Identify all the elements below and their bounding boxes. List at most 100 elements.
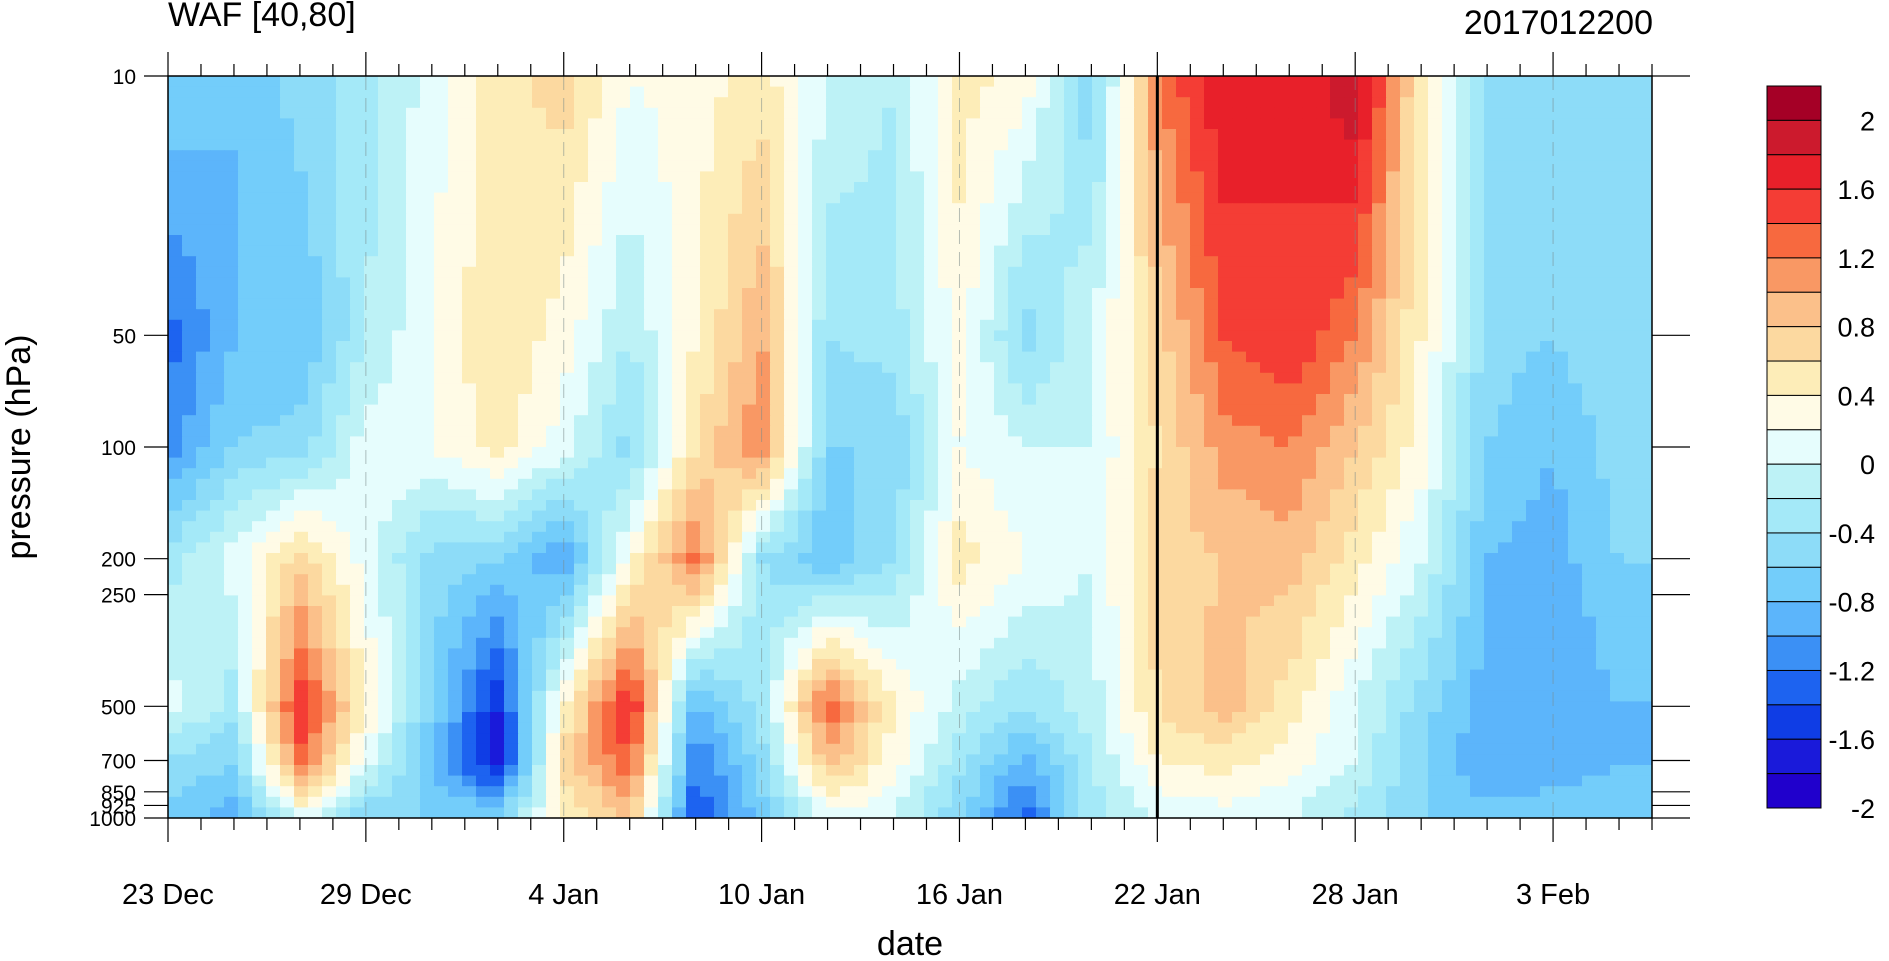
heat-cell (882, 351, 897, 363)
heat-cell (420, 383, 435, 395)
heat-cell (1456, 139, 1471, 151)
heat-cell (1582, 531, 1597, 543)
heat-cell (434, 118, 449, 130)
heat-cell (686, 510, 701, 522)
heat-cell (1624, 341, 1639, 353)
heat-cell (224, 341, 239, 353)
heat-cell (1246, 415, 1261, 427)
heat-cell (1456, 447, 1471, 459)
heat-cell (420, 553, 435, 565)
heat-cell (1526, 372, 1541, 384)
heat-cell (756, 150, 771, 162)
heat-cell (658, 266, 673, 278)
heat-cell (210, 478, 225, 490)
heat-cell (518, 118, 533, 130)
heat-cell (196, 171, 211, 183)
heat-cell (294, 553, 309, 565)
heat-cell (1358, 256, 1373, 268)
heat-cell (1176, 203, 1191, 215)
heat-cell (1008, 203, 1023, 215)
heat-cell (1372, 404, 1387, 416)
heat-cell (1568, 404, 1583, 416)
heat-cell (546, 500, 561, 512)
heat-cell (266, 224, 281, 236)
heat-cell (1134, 277, 1149, 289)
heat-cell (1008, 171, 1023, 183)
heat-cell (224, 76, 239, 88)
heat-cell (1120, 478, 1135, 490)
heat-cell (728, 213, 743, 225)
heat-cell (1498, 86, 1513, 98)
heat-cell (658, 436, 673, 448)
heat-cell (1638, 150, 1652, 162)
heat-cell (322, 139, 337, 151)
heat-cell (896, 203, 911, 215)
heat-cell (1386, 478, 1401, 490)
heat-cell (1092, 510, 1107, 522)
heat-cell (1330, 118, 1345, 130)
heat-cell (1582, 521, 1597, 533)
heat-cell (1400, 129, 1415, 141)
heat-cell (462, 563, 477, 575)
heat-cell (210, 192, 225, 204)
heat-cell (1554, 542, 1569, 554)
heat-cell (1638, 500, 1652, 512)
heat-cell (812, 160, 827, 172)
heat-cell (168, 319, 183, 331)
heat-cell (1134, 171, 1149, 183)
heat-cell (882, 76, 897, 88)
heat-cell (574, 118, 589, 130)
heat-cell (266, 383, 281, 395)
heat-cell (1470, 362, 1485, 374)
heat-cell (644, 266, 659, 278)
heat-cell (728, 468, 743, 480)
heat-cell (532, 256, 547, 268)
heat-cell (308, 298, 323, 310)
heat-cell (1106, 531, 1121, 543)
heat-cell (1078, 97, 1093, 109)
heat-cell (364, 256, 379, 268)
heat-cell (1050, 235, 1065, 247)
heat-cell (1596, 76, 1611, 88)
heat-cell (1428, 521, 1443, 533)
heat-cell (840, 277, 855, 289)
heat-cell (462, 235, 477, 247)
heat-cell (994, 542, 1009, 554)
heat-cell (1596, 330, 1611, 342)
heat-cell (1204, 341, 1219, 353)
heat-cell (322, 457, 337, 469)
heat-cell (1442, 521, 1457, 533)
heat-cell (1568, 171, 1583, 183)
heat-cell (1162, 97, 1177, 109)
heat-cell (1204, 150, 1219, 162)
heat-cell (1456, 553, 1471, 565)
heat-cell (378, 139, 393, 151)
heat-cell (1484, 478, 1499, 490)
heat-cell (1120, 383, 1135, 395)
heat-cell (1582, 266, 1597, 278)
heat-cell (350, 192, 365, 204)
heat-cell (518, 266, 533, 278)
heat-cell (1316, 245, 1331, 257)
heat-cell (1596, 171, 1611, 183)
heat-cell (1456, 182, 1471, 194)
heat-cell (770, 436, 785, 448)
heat-cell (546, 213, 561, 225)
heat-cell (1302, 309, 1317, 321)
heat-cell (1344, 235, 1359, 247)
heat-cell (560, 192, 575, 204)
heat-cell (714, 277, 729, 289)
heat-cell (168, 245, 183, 257)
heat-cell (868, 235, 883, 247)
heat-cell (1064, 500, 1079, 512)
heat-cell (588, 107, 603, 119)
heat-cell (252, 235, 267, 247)
heat-cell (798, 521, 813, 533)
heat-cell (476, 415, 491, 427)
heat-cell (980, 203, 995, 215)
heat-cell (1596, 118, 1611, 130)
heat-cell (1554, 468, 1569, 480)
heat-cell (672, 213, 687, 225)
heat-cell (1610, 139, 1625, 151)
heat-cell (756, 330, 771, 342)
